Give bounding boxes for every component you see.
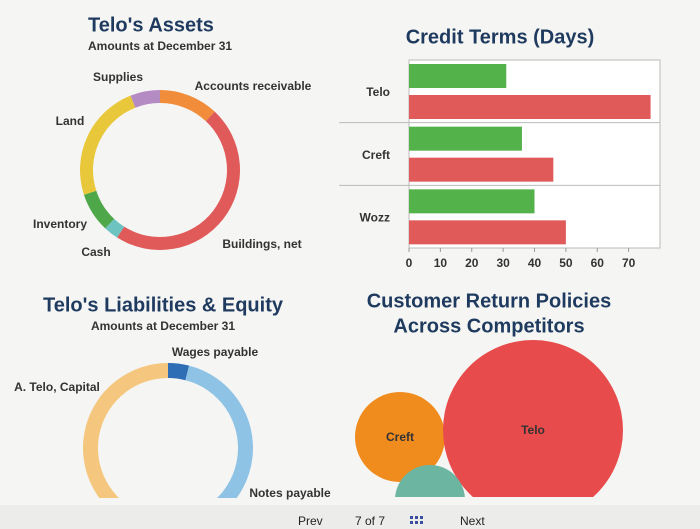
x-tick-label: 50 bbox=[559, 256, 573, 270]
chart-title: Telo's Liabilities & Equity bbox=[43, 294, 284, 316]
donut-segment bbox=[160, 90, 215, 122]
segment-label: Buildings, net bbox=[222, 237, 301, 251]
grid-icon[interactable] bbox=[410, 516, 423, 524]
chart-subtitle: Amounts at December 31 bbox=[88, 39, 232, 53]
nav-bar bbox=[0, 505, 700, 529]
chart-subtitle: Amounts at December 31 bbox=[91, 319, 235, 333]
segment-label: A. Telo, Capital bbox=[14, 380, 100, 394]
segment-label: Cash bbox=[81, 245, 110, 259]
chart-title: Credit Terms (Days) bbox=[406, 26, 595, 48]
donut-segment bbox=[117, 111, 241, 250]
donut-segment bbox=[185, 365, 253, 498]
bubbles bbox=[355, 340, 623, 497]
x-tick-label: 70 bbox=[622, 256, 636, 270]
x-tick-label: 10 bbox=[434, 256, 448, 270]
bubble bbox=[355, 392, 445, 482]
segment-label: Notes payable bbox=[249, 486, 331, 500]
plot-area bbox=[408, 59, 661, 249]
bubble-label: Creft bbox=[386, 430, 414, 444]
chart-title: Across Competitors bbox=[393, 315, 584, 337]
donut-segment bbox=[83, 363, 168, 498]
category-label: Wozz bbox=[360, 211, 390, 225]
page-indicator: 7 of 7 bbox=[355, 514, 385, 528]
segment-label: Accounts receivable bbox=[195, 79, 312, 93]
bar bbox=[409, 189, 535, 214]
chart-title: Customer Return Policies bbox=[367, 290, 612, 312]
donut-segment bbox=[83, 190, 115, 229]
category-label: Creft bbox=[362, 148, 390, 162]
donut-segment bbox=[168, 363, 190, 381]
segment-label: Inventory bbox=[33, 217, 87, 231]
donut-segment bbox=[105, 218, 125, 238]
segment-label: Supplies bbox=[93, 70, 143, 84]
bar bbox=[409, 95, 651, 119]
donut bbox=[79, 90, 241, 250]
donut bbox=[83, 363, 253, 498]
segment-label: Wages payable bbox=[172, 345, 259, 359]
bar bbox=[409, 64, 507, 88]
x-tick-label: 40 bbox=[528, 256, 542, 270]
bubble bbox=[395, 465, 465, 497]
bar bbox=[409, 220, 566, 245]
next-button[interactable]: Next bbox=[460, 514, 485, 528]
category-label: Telo bbox=[366, 85, 390, 99]
bubble-label: Telo bbox=[521, 423, 545, 437]
chart-title: Telo's Assets bbox=[88, 14, 214, 36]
bar bbox=[409, 157, 554, 182]
x-tick-label: 60 bbox=[591, 256, 605, 270]
x-tick-label: 30 bbox=[496, 256, 510, 270]
bubble bbox=[443, 340, 623, 497]
segment-label: Land bbox=[56, 114, 85, 128]
x-tick-label: 20 bbox=[465, 256, 479, 270]
donut-segment bbox=[79, 95, 136, 195]
donut-segment bbox=[130, 90, 160, 108]
x-tick-label: 0 bbox=[406, 256, 413, 270]
prev-button[interactable]: Prev bbox=[298, 514, 323, 528]
bar bbox=[409, 126, 522, 151]
